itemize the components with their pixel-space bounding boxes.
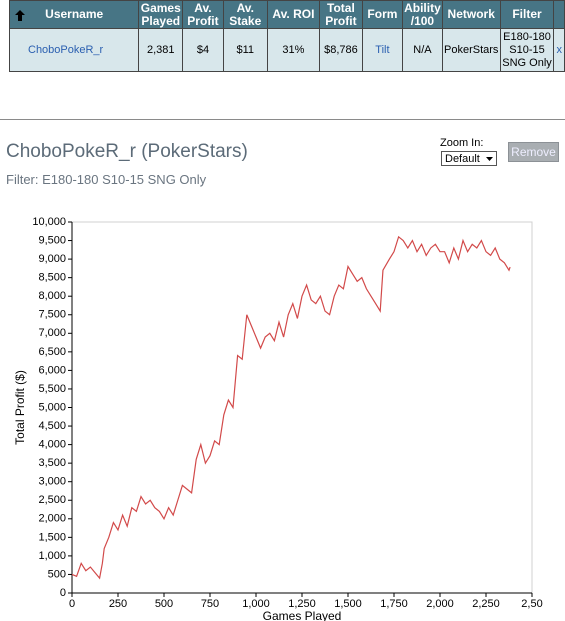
cell-line: Av. (194, 0, 212, 15)
cell-line: Stake (229, 13, 262, 28)
cell-line: /100 (410, 13, 435, 28)
cell-line: Av. (236, 0, 254, 15)
chart-subtitle: Filter: E180-180 S10-15 SNG Only (6, 172, 207, 187)
y-tick-label: 6,000 (38, 364, 66, 376)
cell-line: Username (45, 7, 104, 21)
x-tick-label: 1,500 (334, 598, 362, 610)
y-tick-label: 1,500 (38, 531, 66, 543)
y-axis-label: Total Profit ($) (13, 370, 27, 445)
x-tick-label: 1,000 (242, 598, 270, 610)
y-tick-label: 4,500 (38, 420, 66, 432)
dropdown-arrow (486, 157, 493, 161)
cell-line: Ability (404, 0, 441, 15)
cell-line: ChoboPokeR_r (28, 43, 104, 56)
y-tick-label: 2,500 (38, 494, 66, 506)
cell-line: Games (140, 0, 181, 15)
x-tick-label: 250 (109, 598, 127, 610)
y-tick-label: 1,000 (38, 550, 66, 562)
y-tick-label: 6,500 (38, 346, 66, 358)
y-tick-label: 0 (60, 587, 66, 599)
table-cell[interactable]: ChoboPokeR_r (8, 28, 140, 72)
table-cell: N/A (402, 28, 443, 72)
x-tick-label: 2,50 (521, 598, 542, 610)
cell-line: $8,786 (324, 43, 358, 56)
cell-line: PokerStars (444, 43, 499, 56)
y-tick-label: 3,000 (38, 476, 66, 488)
y-tick-label: 500 (48, 568, 66, 580)
x-tick-label: 750 (201, 598, 219, 610)
y-tick-label: 10,000 (32, 216, 66, 228)
sort-arrow (15, 10, 25, 21)
header-cell[interactable]: Network (441, 0, 501, 29)
cell-line: Network (447, 7, 495, 21)
chart-title: ChoboPokeR_r (PokerStars) (6, 141, 248, 162)
header-cell[interactable]: Form (361, 0, 404, 29)
remove-button[interactable]: Remove (508, 142, 559, 162)
zoom-select[interactable]: Default (441, 151, 497, 166)
x-tick-label: 2,250 (472, 598, 500, 610)
zoom-label: Zoom In: (440, 137, 484, 149)
table-body: ChoboPokeR_r 2,381 $4 $11 31% $8,786 Tilt N/A Po… (8, 28, 565, 72)
y-tick-label: 7,500 (38, 309, 66, 321)
cell-line: Form (367, 7, 398, 21)
y-tick-label: 2,000 (38, 513, 66, 525)
x-tick-label: 2,000 (426, 598, 454, 610)
x-axis-label: Games Played (263, 609, 342, 621)
y-tick-label: 8,000 (38, 290, 66, 302)
table-cell: 2,381 (138, 28, 184, 72)
table-cell: $8,786 (319, 28, 363, 72)
header-cell[interactable]: Username (8, 0, 140, 29)
plot-area (71, 221, 533, 594)
cell-line: Av. ROI (272, 7, 315, 21)
header-cell[interactable]: Total Profit (319, 0, 363, 29)
table-row: ChoboPokeR_r 2,381 $4 $11 31% $8,786 Tilt N/A Po… (8, 28, 565, 72)
cell-line: E180-180 (503, 30, 551, 43)
y-tick-label: 5,000 (38, 401, 66, 413)
cell-line: 31% (282, 43, 305, 56)
table-cell: E180-180 S10-15 SNG Only (499, 28, 555, 72)
profit-line (71, 235, 511, 580)
header-cell[interactable]: Av. ROI (266, 0, 321, 29)
stats-table: Username Games Played Av. Profit Av. Stake Av. … (8, 0, 565, 72)
y-tick-label: 5,500 (38, 383, 66, 395)
zoom-value: Default (445, 153, 480, 165)
table-cell: $11 (222, 28, 268, 72)
table-cell[interactable]: x (553, 28, 565, 72)
cell-line: Profit (325, 13, 357, 28)
y-tick-label: 9,000 (38, 253, 66, 265)
table-cell: 31% (266, 28, 321, 72)
cell-line: x (556, 43, 562, 56)
y-tick-label: 4,000 (38, 439, 66, 451)
cell-line: $4 (196, 43, 210, 56)
y-tick-label: 8,500 (38, 272, 66, 284)
cell-line: $11 (236, 43, 255, 56)
cell-line: Profit (187, 13, 219, 28)
y-tick-label: 3,500 (38, 457, 66, 469)
cell-line: N/A (413, 43, 432, 56)
y-tick-label: 9,500 (38, 234, 66, 246)
cell-line: Tilt (375, 43, 390, 56)
x-tick-label: 0 (69, 598, 75, 610)
cell-line: SNG Only (502, 56, 552, 69)
cell-line: Filter (512, 7, 542, 21)
cell-line: 2,381 (147, 43, 175, 56)
table-cell: PokerStars (441, 28, 501, 72)
cell-line: Total (327, 0, 355, 15)
header-cell[interactable]: Filter (499, 0, 555, 29)
table-cell: $4 (182, 28, 224, 72)
cell-line: S10-15 (509, 43, 545, 56)
header-cell[interactable]: Av. Stake (222, 0, 268, 29)
cell-line: Played (141, 13, 181, 28)
divider (0, 119, 565, 120)
x-tick-label: 1,750 (380, 598, 408, 610)
x-tick-label: 1,250 (288, 598, 316, 610)
y-tick-label: 7,000 (38, 327, 66, 339)
x-tick-label: 500 (155, 598, 173, 610)
table-cell[interactable]: Tilt (361, 28, 404, 72)
